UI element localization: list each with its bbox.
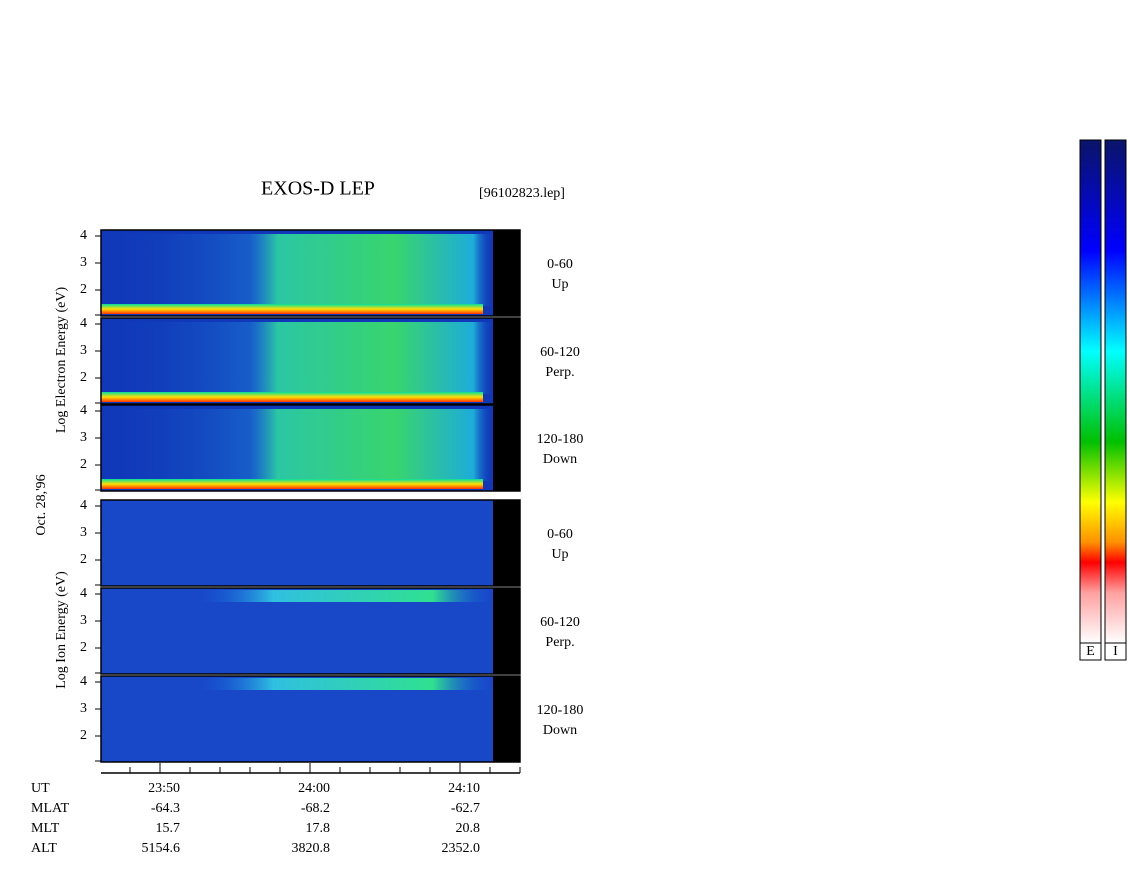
direction-label: Down — [543, 723, 577, 738]
y-tick-label: 4 — [80, 498, 87, 513]
direction-label: Perp. — [545, 635, 574, 650]
spectrogram-hot — [101, 409, 493, 481]
row-label: UT — [31, 781, 50, 796]
spectrogram-band — [201, 590, 491, 602]
y-tick-label: 3 — [80, 701, 87, 716]
row-value: 5154.6 — [142, 841, 181, 856]
row-value: -62.7 — [451, 801, 480, 816]
row-value: 20.8 — [456, 821, 481, 836]
spectrogram-low — [101, 392, 483, 402]
time-axis: UT 23:50 24:00 24:10 MLAT -64.3 -68.2 -62.7 MLT 1… — [31, 763, 521, 856]
colorbar-label-box — [1104, 642, 1127, 661]
row-value: 2352.0 — [442, 841, 481, 856]
panels: 4 3 2 0-60 Up 4 3 2 60-120 Perp. 4 3 2 120-180 Down 4 3 2… — [80, 228, 584, 763]
date: Oct. 28,'96 — [34, 474, 49, 535]
panel-frame — [100, 404, 521, 492]
panel-frame — [100, 675, 521, 763]
colorbar-label-box — [1079, 642, 1102, 661]
y-tick-label: 2 — [80, 370, 87, 385]
row-value: 15.7 — [156, 821, 181, 836]
y-tick-label: 3 — [80, 613, 87, 628]
y-tick-label: 2 — [80, 728, 87, 743]
direction-label: Down — [543, 452, 577, 467]
angle-label: 120-180 — [537, 432, 584, 447]
row-value: 23:50 — [148, 781, 180, 796]
panel-frame — [100, 229, 521, 317]
spectrogram-hot — [101, 322, 493, 394]
row-value: -64.3 — [151, 801, 180, 816]
spectrogram-low — [101, 304, 483, 314]
electron-label: Log Electron Energy (eV) — [54, 287, 69, 434]
row-value: 3820.8 — [292, 841, 331, 856]
spectrogram-band — [201, 678, 491, 690]
colorbar-label: I — [1113, 644, 1118, 659]
y-tick-label: 2 — [80, 457, 87, 472]
y-tick-label: 3 — [80, 343, 87, 358]
spectrogram — [101, 676, 493, 762]
title: EXOS-D LEP — [261, 178, 375, 200]
angle-label: 60-120 — [540, 345, 580, 360]
row-label: MLAT — [31, 801, 70, 816]
colorbar — [1104, 139, 1127, 644]
angle-label: 60-120 — [540, 615, 580, 630]
y-tick-label: 2 — [80, 552, 87, 567]
angle-label: 0-60 — [547, 527, 573, 542]
y-tick-label: 3 — [80, 430, 87, 445]
angle-label: 0-60 — [547, 257, 573, 272]
y-tick-label: 4 — [80, 228, 87, 243]
panel-frame — [100, 317, 521, 405]
y-tick-label: 4 — [80, 674, 87, 689]
colorbar — [1079, 139, 1102, 644]
y-tick-label: 4 — [80, 403, 87, 418]
panel-frame — [100, 587, 521, 675]
row-label: ALT — [31, 841, 57, 856]
y-tick-label: 2 — [80, 282, 87, 297]
spectrogram-low — [101, 479, 483, 489]
angle-label: 120-180 — [537, 703, 584, 718]
direction-label: Up — [551, 547, 568, 562]
row-value: 24:00 — [298, 781, 330, 796]
row-value: 24:10 — [448, 781, 480, 796]
row-value: -68.2 — [301, 801, 330, 816]
row-value: 17.8 — [306, 821, 331, 836]
spectrogram — [101, 588, 493, 674]
direction-label: Up — [551, 277, 568, 292]
y-tick-label: 4 — [80, 316, 87, 331]
ion-label: Log Ion Energy (eV) — [54, 571, 69, 689]
direction-label: Perp. — [545, 365, 574, 380]
panel-frame — [100, 499, 521, 587]
colorbar-label: E — [1086, 644, 1095, 659]
file-name: [96102823.lep] — [479, 186, 565, 201]
y-tick-label: 3 — [80, 525, 87, 540]
y-tick-label: 4 — [80, 586, 87, 601]
spectrogram-hot — [101, 234, 493, 306]
spectrogram — [101, 500, 493, 586]
y-tick-label: 2 — [80, 640, 87, 655]
y-tick-label: 3 — [80, 255, 87, 270]
row-label: MLT — [31, 821, 60, 836]
